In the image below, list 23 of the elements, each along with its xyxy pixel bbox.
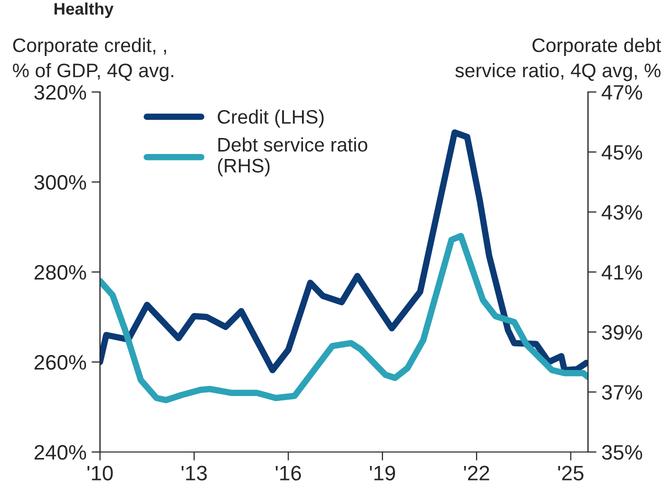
y-tick-label: 240% (34, 445, 86, 460)
x-tick-label: '19 (370, 466, 396, 480)
y2-tick-label: 45% (602, 145, 642, 160)
y-tick-label: 300% (34, 175, 86, 190)
y-axis-title: Corporate credit, , % of GDP, 4Q avg. (12, 38, 174, 82)
x-tick-label: '13 (182, 466, 207, 480)
y2-tick-label: 37% (602, 385, 642, 400)
chart-title: Healthy (54, 2, 114, 18)
y-tick-label: 260% (34, 355, 86, 370)
y2-tick-label: 43% (602, 205, 642, 220)
x-tick-label: '22 (464, 466, 490, 480)
y2-tick-label: 39% (602, 325, 642, 340)
x-tick-label: '25 (558, 466, 584, 480)
y2-axis-title: Corporate debt service ratio, 4Q avg, % (455, 38, 662, 82)
y2-tick-label: 47% (602, 85, 642, 100)
y2-tick-label: 35% (602, 445, 642, 460)
y2-tick-label: 41% (602, 265, 642, 280)
legend-label: Debt service ratio (RHS) (218, 137, 368, 176)
x-tick-label: '16 (276, 466, 301, 480)
y-tick-label: 280% (34, 265, 86, 280)
legend-label: Credit (LHS) (218, 110, 324, 128)
y-tick-label: 320% (34, 85, 86, 100)
x-tick-label: '10 (87, 466, 113, 480)
